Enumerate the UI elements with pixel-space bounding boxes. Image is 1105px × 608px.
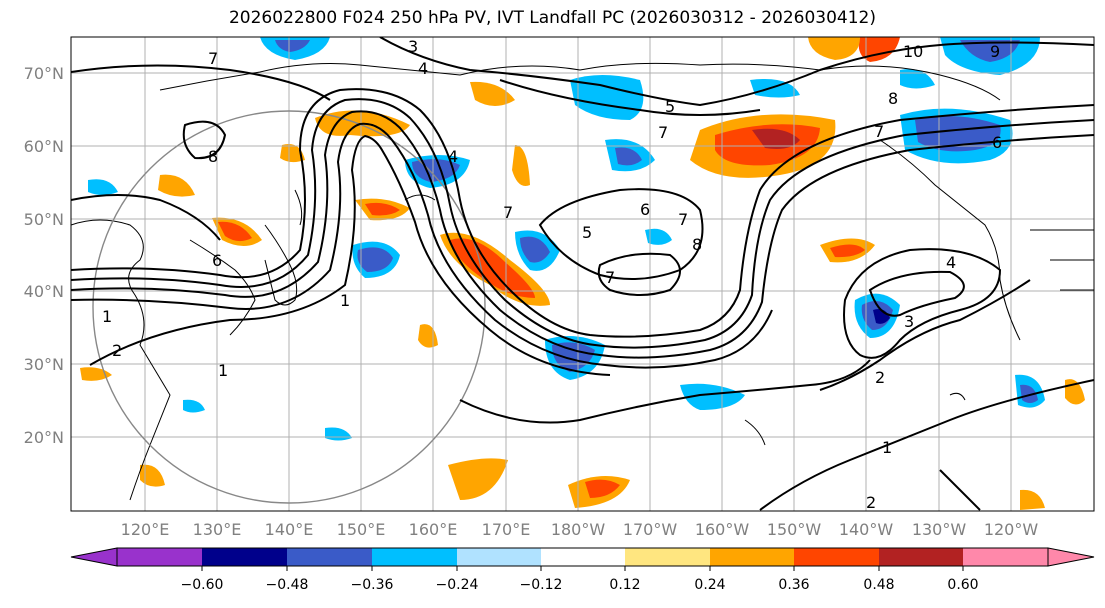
- lon-label: 140°E: [265, 520, 314, 539]
- lon-label: 160°W: [695, 520, 750, 539]
- lon-label: 140°W: [839, 520, 894, 539]
- colorbar-tick-label: −0.36: [351, 577, 394, 593]
- contour-label: 8: [888, 89, 898, 108]
- colorbar: −0.60 −0.48 −0.36 −0.24 −0.12 0.12 0.24 …: [70, 547, 1095, 593]
- lat-label: 50°N: [24, 210, 64, 229]
- colorbar-swatch: [372, 548, 457, 566]
- contour-label: 7: [605, 268, 615, 287]
- graticule: [71, 37, 1094, 511]
- lon-label: 150°W: [767, 520, 822, 539]
- contour-label: 9: [990, 42, 1000, 61]
- map-frame: [70, 36, 1095, 512]
- latitude-labels: 70°N 60°N 50°N 40°N 30°N 20°N: [24, 64, 64, 447]
- contour-label: 6: [640, 200, 650, 219]
- contour-label: 6: [992, 133, 1002, 152]
- map-title: 2026022800 F024 250 hPa PV, IVT Landfall…: [228, 8, 876, 28]
- lon-label: 180°W: [551, 520, 606, 539]
- colorbar-tick-label: 0.36: [778, 577, 809, 593]
- colorbar-swatch: [625, 548, 710, 566]
- colorbar-tick-label: 0.60: [947, 577, 978, 593]
- lat-label: 40°N: [24, 282, 64, 301]
- lon-label: 170°W: [623, 520, 678, 539]
- lon-label: 150°E: [337, 520, 386, 539]
- lon-label: 120°E: [121, 520, 170, 539]
- colorbar-swatch: [287, 548, 372, 566]
- colorbar-ticks: [201, 566, 964, 571]
- contour-label: 4: [448, 147, 458, 166]
- lon-label: 130°E: [193, 520, 242, 539]
- contour-label: 6: [212, 251, 222, 270]
- contour-label: 7: [678, 210, 688, 229]
- colorbar-swatch: [1047, 547, 1095, 567]
- colorbar-swatch: [710, 548, 794, 566]
- lat-label: 60°N: [24, 137, 64, 156]
- contour-label: 3: [904, 312, 914, 331]
- contour-label: 4: [418, 59, 428, 78]
- colorbar-tick-label: −0.60: [181, 577, 224, 593]
- colorbar-tick-label: 0.12: [609, 577, 640, 593]
- colorbar-tick-label: 0.24: [694, 577, 725, 593]
- lon-label: 170°E: [482, 520, 531, 539]
- contour-label: 7: [208, 49, 218, 68]
- contour-label: 4: [946, 253, 956, 272]
- contour-label: 3: [408, 37, 418, 56]
- lon-label: 130°W: [912, 520, 967, 539]
- contour-label: 1: [218, 361, 228, 380]
- colorbar-tick-label: −0.48: [266, 577, 309, 593]
- colorbar-swatch: [117, 548, 202, 566]
- lon-label: 120°W: [984, 520, 1039, 539]
- contour-label: 5: [582, 223, 592, 242]
- contour-label: 10: [903, 42, 923, 61]
- contour-label: 7: [874, 122, 884, 141]
- contour-label: 8: [208, 147, 218, 166]
- contour-label: 2: [875, 368, 885, 387]
- contour-label: 7: [503, 203, 513, 222]
- contour-label: 8: [692, 235, 702, 254]
- contour-label: 1: [882, 438, 892, 457]
- contour-label: 7: [658, 123, 668, 142]
- lat-label: 30°N: [24, 355, 64, 374]
- contour-label: 1: [102, 307, 112, 326]
- colorbar-swatch: [963, 548, 1048, 566]
- colorbar-tick-label: −0.24: [436, 577, 479, 593]
- colorbar-swatch: [879, 548, 963, 566]
- contour-label: 2: [866, 493, 876, 512]
- longitude-labels: 120°E 130°E 140°E 150°E 160°E 170°E 180°…: [121, 520, 1039, 539]
- colorbar-frame: [116, 547, 1049, 567]
- coastlines: [71, 62, 1094, 501]
- pv-contours: [71, 37, 1094, 511]
- contour-label: 5: [665, 97, 675, 116]
- colorbar-swatch: [457, 548, 541, 566]
- lon-label: 160°E: [409, 520, 458, 539]
- lat-label: 70°N: [24, 64, 64, 83]
- contour-label: 1: [340, 291, 350, 310]
- lat-label: 20°N: [24, 428, 64, 447]
- contour-labels: 7 8 6 1 2 1 3 4 5 7 6 7 7 8 10 9 8 7 6 4…: [102, 37, 1002, 512]
- range-ring: [92, 110, 486, 504]
- colorbar-swatch: [541, 548, 625, 566]
- colorbar-swatch: [794, 548, 879, 566]
- colorbar-swatch: [202, 548, 287, 566]
- contour-label: 2: [112, 341, 122, 360]
- colorbar-tick-label: −0.12: [520, 577, 563, 593]
- colorbar-swatch: [70, 547, 118, 567]
- colorbar-tick-label: 0.48: [863, 577, 894, 593]
